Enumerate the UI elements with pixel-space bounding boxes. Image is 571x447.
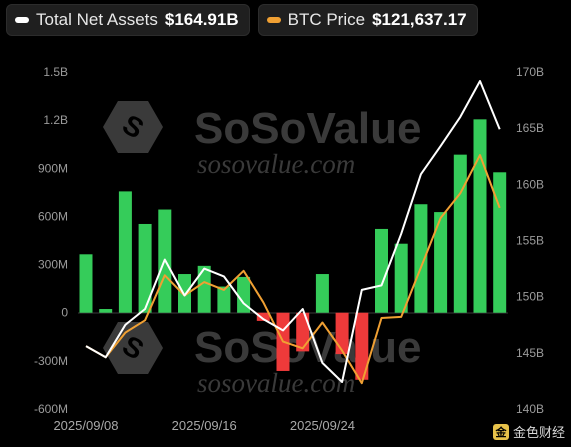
net-inflow-bar[interactable] — [296, 312, 310, 352]
x-axis: 2025/09/08 2025/09/16 2025/09/24 — [53, 418, 354, 433]
y-right-tick-label: 160B — [516, 177, 544, 191]
y-right-tick-label: 150B — [516, 290, 544, 304]
jinse-logo-icon: 金 — [492, 423, 509, 440]
net-inflow-bar[interactable] — [434, 212, 448, 313]
net-inflow-bar[interactable] — [315, 274, 329, 313]
total-net-assets-line[interactable] — [85, 80, 501, 383]
watermark: S SoSoValue sosovalue.com S SoSoValue so… — [102, 101, 421, 398]
net-inflow-bar[interactable] — [453, 154, 467, 313]
y-left-tick-label: 300M — [38, 258, 68, 272]
btc-price-swatch — [266, 17, 281, 23]
y-axis-left: 1.5B 1.2B 900M 600M 300M 0 -300M -600M — [34, 65, 68, 416]
y-right-tick-label: 170B — [516, 65, 544, 79]
net-inflow-bar[interactable] — [79, 254, 93, 313]
y-left-tick-label: 900M — [38, 161, 68, 175]
y-axis-right: 170B 165B 160B 155B 150B 145B 140B — [516, 65, 544, 416]
btc-price-label: BTC Price — [287, 10, 366, 29]
y-left-tick-label: 600M — [38, 209, 68, 223]
net-assets-label: Total Net Assets — [36, 10, 158, 29]
watermark-brand: SoSoValue — [194, 104, 421, 153]
y-left-tick-label: -600M — [34, 402, 68, 416]
watermark-url: sosovalue.com — [197, 368, 355, 398]
legend: Total Net Assets $164.91B BTC Price $121… — [6, 4, 478, 36]
net-inflow-bar[interactable] — [335, 312, 349, 355]
btc-price-value: $121,637.17 — [372, 10, 467, 29]
net-inflow-bar[interactable] — [473, 119, 487, 313]
y-left-tick-label: 1.2B — [43, 113, 68, 127]
watermark-url: sosovalue.com — [197, 149, 355, 179]
x-tick-label: 2025/09/16 — [172, 418, 237, 433]
watermark-lower: S SoSoValue sosovalue.com — [102, 322, 421, 398]
y-right-tick-label: 165B — [516, 121, 544, 135]
corner-watermark: 金 金色财经 — [492, 422, 565, 441]
y-left-tick-label: -300M — [34, 354, 68, 368]
net-inflow-bar[interactable] — [99, 309, 113, 313]
y-right-tick-label: 155B — [516, 234, 544, 248]
corner-watermark-text: 金色财经 — [512, 425, 565, 440]
net-inflow-bar[interactable] — [394, 243, 408, 313]
sosovalue-logo-icon: S — [102, 101, 164, 153]
x-tick-label: 2025/09/24 — [290, 418, 355, 433]
net-inflow-bar[interactable] — [375, 228, 388, 313]
net-inflow-bar[interactable] — [493, 172, 507, 313]
net-inflow-bar[interactable] — [178, 274, 191, 313]
sosovalue-logo-icon: S — [102, 322, 164, 374]
btc-price-line[interactable] — [85, 154, 501, 385]
net-inflow-bars — [79, 119, 507, 380]
net-assets-legend[interactable]: Total Net Assets $164.91B — [6, 4, 250, 36]
net-assets-value: $164.91B — [164, 10, 239, 29]
net-inflow-bar[interactable] — [138, 223, 152, 313]
watermark-upper: S SoSoValue sosovalue.com — [102, 101, 421, 179]
y-left-tick-label: 0 — [61, 306, 68, 320]
net-inflow-bar[interactable] — [118, 191, 132, 313]
y-right-tick-label: 145B — [516, 346, 544, 360]
net-inflow-bar[interactable] — [217, 286, 231, 313]
y-left-tick-label: 1.5B — [43, 65, 68, 79]
net-inflow-bar[interactable] — [414, 204, 428, 313]
net-assets-swatch — [15, 17, 29, 23]
y-right-tick-label: 140B — [516, 402, 544, 416]
net-inflow-bar[interactable] — [355, 312, 369, 380]
x-tick-label: 2025/09/08 — [53, 418, 118, 433]
btc-price-legend[interactable]: BTC Price $121,637.17 — [257, 4, 478, 36]
net-inflow-bar[interactable] — [256, 312, 270, 321]
series-lines — [85, 80, 501, 385]
net-inflow-bar[interactable] — [197, 265, 211, 313]
net-inflow-bar[interactable] — [237, 276, 251, 313]
